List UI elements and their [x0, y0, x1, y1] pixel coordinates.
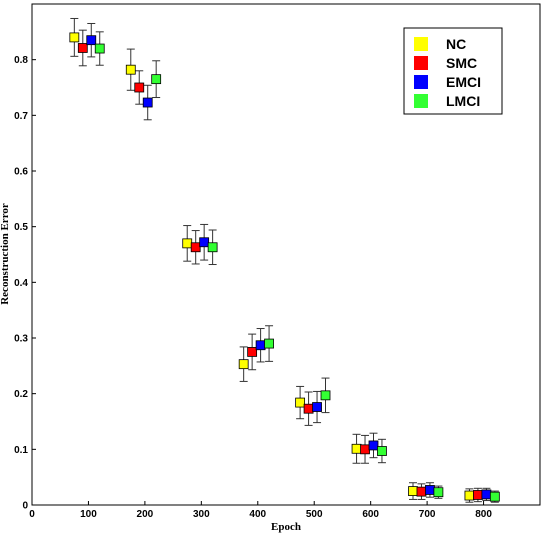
y-tick-label: 0.3	[14, 334, 28, 345]
data-point	[416, 486, 427, 497]
legend-label: EMCI	[446, 74, 481, 90]
data-point	[425, 485, 435, 495]
x-tick-label: 400	[249, 509, 266, 520]
legend-label: SMC	[446, 55, 477, 71]
x-tick-label: 100	[80, 509, 97, 520]
data-point	[199, 237, 210, 248]
data-point	[69, 32, 80, 43]
data-point	[247, 347, 258, 357]
legend-swatch	[414, 37, 428, 51]
data-point	[125, 64, 136, 75]
data-point	[433, 487, 444, 498]
data-point	[295, 397, 306, 408]
x-tick-label: 600	[362, 509, 379, 520]
data-point	[190, 242, 201, 253]
x-tick-label: 700	[419, 509, 436, 520]
data-point	[77, 43, 88, 53]
data-point	[408, 486, 418, 496]
x-axis: 0 100 200 300 400 500 600 700 800	[29, 501, 492, 520]
data-point	[264, 338, 274, 349]
y-tick-label: 0.5	[14, 222, 28, 233]
y-axis: 0 0.1 0.2 0.3 0.4 0.5 0.6 0.7 0.8	[14, 55, 36, 512]
y-tick-label: 0.8	[14, 55, 28, 66]
data-point	[207, 242, 218, 253]
data-point	[351, 443, 362, 454]
y-tick-label: 0.4	[14, 278, 28, 289]
data-point	[377, 446, 387, 456]
data-point	[142, 97, 153, 108]
x-axis-title: Epoch	[271, 521, 301, 533]
data-point	[86, 35, 97, 46]
data-point	[94, 43, 105, 54]
data-point	[464, 490, 475, 501]
plot-frame	[31, 3, 541, 506]
data-point	[473, 490, 483, 500]
data-point	[182, 238, 193, 249]
data-point	[151, 74, 162, 85]
legend-swatch	[414, 75, 428, 89]
data-point	[255, 340, 266, 351]
y-tick-label: 0.2	[14, 389, 28, 400]
y-axis-title: Reconstruction Error	[0, 203, 11, 305]
data-point	[312, 402, 322, 412]
x-tick-label: 200	[137, 509, 154, 520]
y-tick-label: 0.6	[14, 167, 28, 178]
data-point	[360, 444, 370, 455]
data-point	[134, 82, 145, 93]
legend-label: NC	[446, 36, 466, 52]
data-point	[481, 489, 492, 500]
legend-swatch	[414, 94, 428, 108]
x-tick-label: 500	[306, 509, 323, 520]
data-point	[238, 359, 249, 370]
x-tick-label: 800	[475, 509, 492, 520]
x-tick-label: 300	[193, 509, 210, 520]
data-point	[303, 403, 314, 414]
legend-swatch	[414, 56, 428, 70]
y-tick-label: 0.7	[14, 111, 28, 122]
data-point	[320, 390, 331, 401]
legend: NC SMC EMCI LMCI	[403, 27, 503, 115]
x-tick-label: 0	[29, 509, 35, 520]
data-point	[368, 440, 379, 451]
data-point	[489, 491, 500, 502]
legend-label: LMCI	[446, 93, 480, 109]
data-markers	[69, 32, 500, 502]
y-tick-label: 0	[22, 501, 28, 512]
y-tick-label: 0.1	[14, 445, 28, 456]
